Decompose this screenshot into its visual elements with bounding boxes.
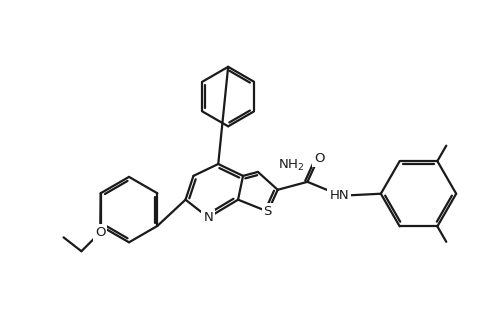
Text: S: S — [264, 205, 272, 218]
Text: O: O — [314, 152, 325, 165]
Text: N: N — [203, 211, 213, 224]
Text: NH$_2$: NH$_2$ — [278, 157, 304, 172]
Text: HN: HN — [329, 189, 349, 202]
Text: O: O — [95, 226, 106, 239]
